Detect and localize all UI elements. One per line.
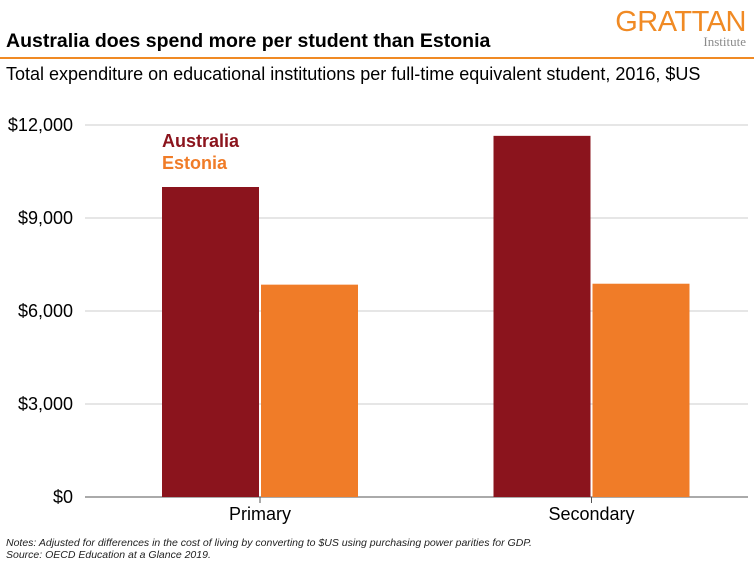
bar-australia-primary (162, 187, 259, 497)
chart-notes: Notes: Adjusted for differences in the c… (6, 537, 532, 561)
logo-wordmark: GRATTAN (615, 6, 746, 38)
bar-australia-secondary (493, 135, 591, 497)
title-divider (0, 57, 754, 59)
y-tick-label: $6,000 (18, 301, 73, 321)
x-tick-label: Secondary (548, 504, 634, 524)
y-tick-label: $9,000 (18, 208, 73, 228)
legend-label-australia: Australia (162, 131, 240, 151)
chart-subtitle: Total expenditure on educational institu… (6, 64, 701, 84)
y-tick-label: $0 (53, 487, 73, 507)
bar-estonia-primary (261, 284, 358, 497)
notes-line: Notes: Adjusted for differences in the c… (6, 537, 532, 549)
source-line: Source: OECD Education at a Glance 2019. (6, 549, 211, 561)
legend-label-estonia: Estonia (162, 153, 228, 173)
y-tick-label: $12,000 (8, 115, 73, 135)
grattan-logo: GRATTAN Institute (615, 6, 746, 49)
chart-title: Australia does spend more per student th… (6, 30, 491, 52)
y-tick-label: $3,000 (18, 394, 73, 414)
logo-subtext: Institute (703, 34, 746, 49)
x-tick-label: Primary (229, 504, 291, 524)
bar-estonia-secondary (592, 283, 690, 497)
